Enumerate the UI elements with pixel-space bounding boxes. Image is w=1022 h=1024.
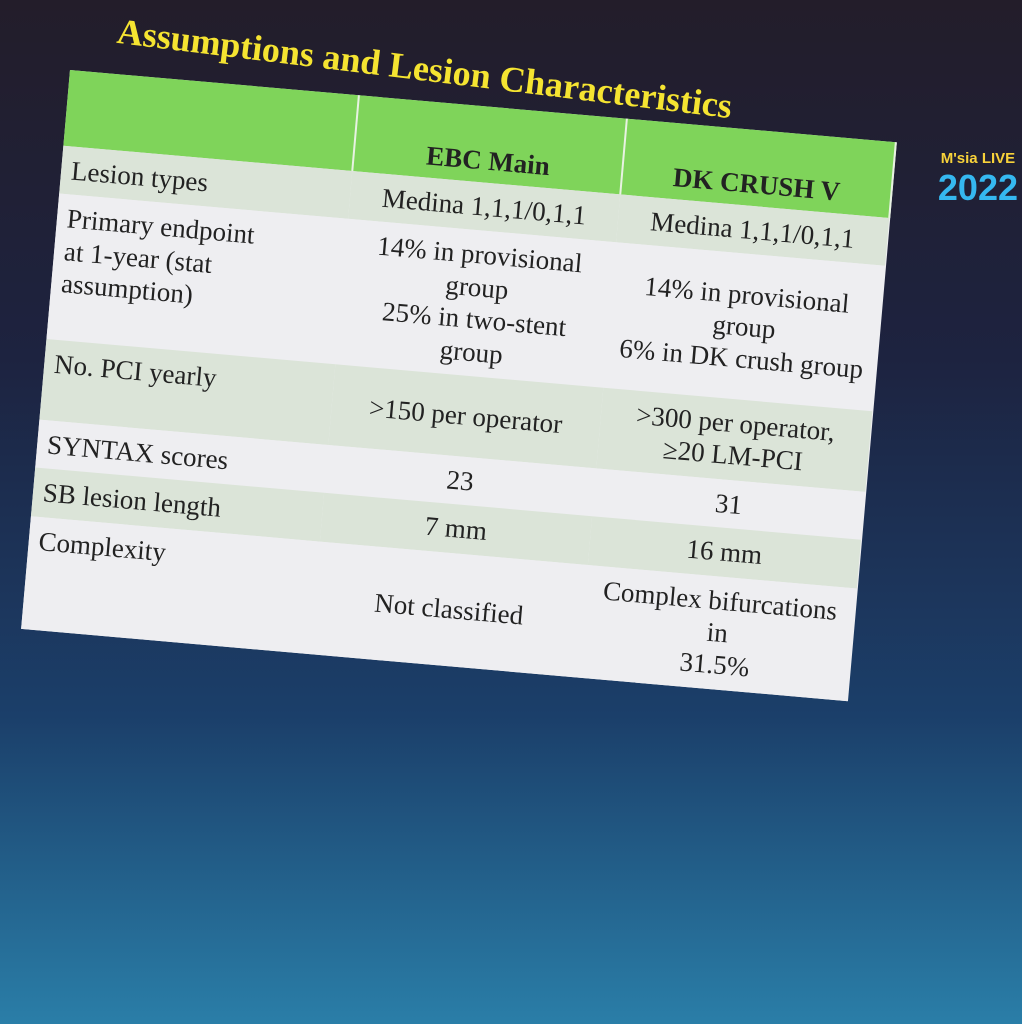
logo-year: 2022 xyxy=(937,167,1018,208)
logo-name: M'sia LIVE xyxy=(940,150,1016,167)
cell: Complex bifurcations in 31.5% xyxy=(577,564,857,701)
slide: EBC Main DK CRUSH V Lesion types Medina 1… xyxy=(21,70,947,705)
logo: M'sia LIVE 2022 xyxy=(938,150,1018,209)
table: EBC Main DK CRUSH V Lesion types Medina 1… xyxy=(21,70,897,701)
cell-line: >150 per operator xyxy=(368,392,564,440)
cell: Not classified xyxy=(310,541,588,678)
row-label: Complexity xyxy=(21,515,320,654)
row-label: Primary endpoint at 1-year (stat assumptio… xyxy=(46,193,349,365)
cell: 14% in provisional group 6% in DK crush g… xyxy=(603,242,886,412)
table-body: Lesion types Medina 1,1,1/0,1,1 Medina 1,1… xyxy=(21,145,890,701)
cell-line: Not classified xyxy=(373,587,525,631)
cell: 14% in provisional group 25% in two-stent… xyxy=(335,219,616,388)
